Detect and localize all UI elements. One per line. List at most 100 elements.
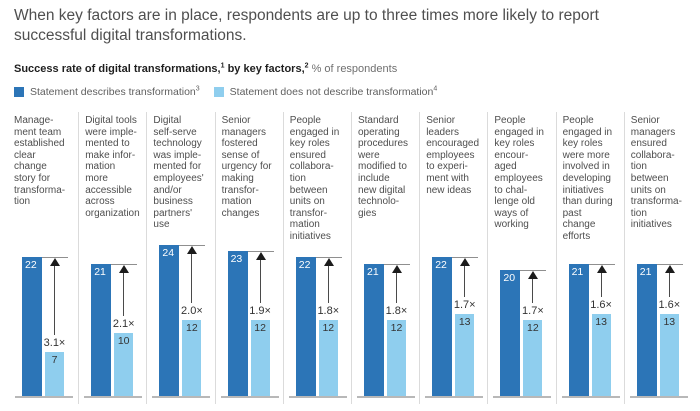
bar-value-label: 13 <box>663 316 676 329</box>
axis-baseline <box>561 396 620 398</box>
bar-value-label: 12 <box>527 322 539 335</box>
factor-column: Senior leaders encouraged employees to e… <box>419 112 487 404</box>
factor-columns: Manage- ment team established clear chan… <box>10 112 692 404</box>
factor-label: Standard operating procedures were modif… <box>357 115 409 219</box>
bar-statement-does-not-describe: 13 <box>455 314 475 396</box>
bar-value-label: 12 <box>186 322 198 335</box>
bar-statement-describes: 24 <box>159 244 180 396</box>
axis-baseline <box>493 396 552 398</box>
factor-label: Manage- ment team established clear chan… <box>14 115 66 208</box>
increase-arrow-up-icon <box>664 264 675 273</box>
bar-value-label: 23 <box>230 253 243 266</box>
bar-value-label: 12 <box>390 322 403 335</box>
dark-bar-level-line <box>451 257 479 259</box>
bar-value-label: 12 <box>254 322 266 335</box>
increase-arrow-up-icon <box>50 258 60 267</box>
bar-statement-describes: 22 <box>295 257 316 396</box>
bar-statement-describes: 22 <box>22 257 42 396</box>
footnote-marker-3: 3 <box>195 85 200 93</box>
factor-label: People engaged in key roles were more in… <box>562 115 613 242</box>
increase-arrow-up-icon <box>323 258 334 267</box>
bar-statement-does-not-describe: 12 <box>250 320 270 396</box>
legend-label: Statement describes transformation3 <box>30 85 200 99</box>
bar-value-label: 21 <box>94 265 106 278</box>
legend-item-describes: Statement describes transformation3 <box>14 86 200 98</box>
increase-arrow-line <box>191 251 193 304</box>
axis-baseline <box>84 396 143 398</box>
factor-column: People engaged in key roles encour- aged… <box>487 112 555 404</box>
increase-arrow-line <box>327 264 329 304</box>
factor-label: Digital tools were imple- mented to make… <box>85 115 140 219</box>
increase-arrow-up-icon <box>460 258 471 267</box>
bar-statement-describes: 22 <box>432 257 453 396</box>
footnote-marker-4: 4 <box>433 85 438 93</box>
page-title: When key factors are in place, responden… <box>14 7 599 45</box>
increase-arrow-up-icon <box>528 271 539 279</box>
bar-statement-does-not-describe: 13 <box>591 314 611 396</box>
bar-value-label: 22 <box>25 259 37 272</box>
dark-bar-level-line <box>178 244 206 246</box>
bar-statement-does-not-describe: 12 <box>386 320 406 396</box>
dark-bar-level-line <box>382 263 410 265</box>
factor-label: Senior managers fostered sense of urgenc… <box>221 115 272 219</box>
multiplier-label: 3.1× <box>43 336 66 349</box>
dark-bar-level-line <box>314 257 342 259</box>
increase-arrow-up-icon <box>255 252 266 261</box>
factor-column: People engaged in key roles were more in… <box>555 112 624 404</box>
bar-value-label: 21 <box>639 265 652 278</box>
increase-arrow-line <box>395 270 397 304</box>
legend-item-does-not-describe: Statement does not describe transformati… <box>213 85 438 99</box>
increase-arrow-line <box>668 270 670 298</box>
factor-label: Senior leaders encouraged employees to e… <box>426 115 480 196</box>
dark-bar-level-line <box>519 270 547 271</box>
factor-column: Digital tools were imple- mented to make… <box>78 112 146 404</box>
multiplier-label: 1.7× <box>522 305 544 318</box>
factor-label: Digital self-serve technology was imple-… <box>153 115 204 231</box>
dark-bar-level-line <box>587 263 615 265</box>
legend-label: Statement does not describe transformati… <box>229 85 438 99</box>
factor-label: People engaged in key roles encour- aged… <box>494 115 544 231</box>
multiplier-label: 2.0× <box>181 305 203 318</box>
chart-subtitle: Success rate of digital transformations,… <box>14 62 398 75</box>
bar-value-label: 10 <box>117 335 130 347</box>
footnote-marker-1: 1 <box>220 62 225 70</box>
increase-arrow-up-icon <box>187 245 198 254</box>
bar-value-label: 21 <box>571 265 584 278</box>
increase-arrow-line <box>54 264 55 335</box>
increase-arrow-up-icon <box>391 264 402 273</box>
factor-label: People engaged in key roles ensured coll… <box>289 115 340 242</box>
axis-baseline <box>288 396 347 398</box>
factor-column: Senior managers fostered sense of urgenc… <box>214 112 283 404</box>
axis-baseline <box>425 396 484 398</box>
factor-column: Senior managers ensured collabora- tion … <box>623 112 692 404</box>
increase-arrow-line <box>600 270 602 298</box>
bar-value-label: 22 <box>298 259 311 272</box>
increase-arrow-up-icon <box>119 264 130 273</box>
bar-value-label: 13 <box>458 316 471 329</box>
factor-column: Manage- ment team established clear chan… <box>10 112 78 404</box>
bar-value-label: 21 <box>366 265 379 278</box>
multiplier-label: 2.1× <box>112 318 135 330</box>
bar-statement-does-not-describe: 12 <box>182 320 202 396</box>
bar-value-label: 12 <box>322 322 335 335</box>
dark-bar-level-line <box>110 263 138 265</box>
axis-baseline <box>356 396 415 398</box>
bar-value-label: 13 <box>595 316 607 329</box>
subtitle-unit: % of respondents <box>308 63 398 75</box>
bar-statement-does-not-describe: 12 <box>318 320 338 396</box>
axis-baseline <box>15 396 73 398</box>
footnote-marker-2: 2 <box>304 62 309 70</box>
bar-statement-does-not-describe: 7 <box>45 351 64 396</box>
bar-statement-describes: 20 <box>500 270 521 396</box>
bar-value-label: 24 <box>162 246 175 259</box>
axis-baseline <box>152 396 211 398</box>
bar-statement-does-not-describe: 12 <box>523 320 543 396</box>
bar-statement-does-not-describe: 13 <box>659 314 679 396</box>
chart-legend: Statement describes transformation3 Stat… <box>14 86 437 98</box>
factor-column: People engaged in key roles ensured coll… <box>282 112 351 404</box>
bar-statement-describes: 21 <box>636 263 657 396</box>
factor-column: Digital self-serve technology was imple-… <box>146 112 214 404</box>
increase-arrow-line <box>259 258 261 304</box>
increase-arrow-up-icon <box>596 264 607 273</box>
multiplier-label: 1.9× <box>249 305 271 318</box>
